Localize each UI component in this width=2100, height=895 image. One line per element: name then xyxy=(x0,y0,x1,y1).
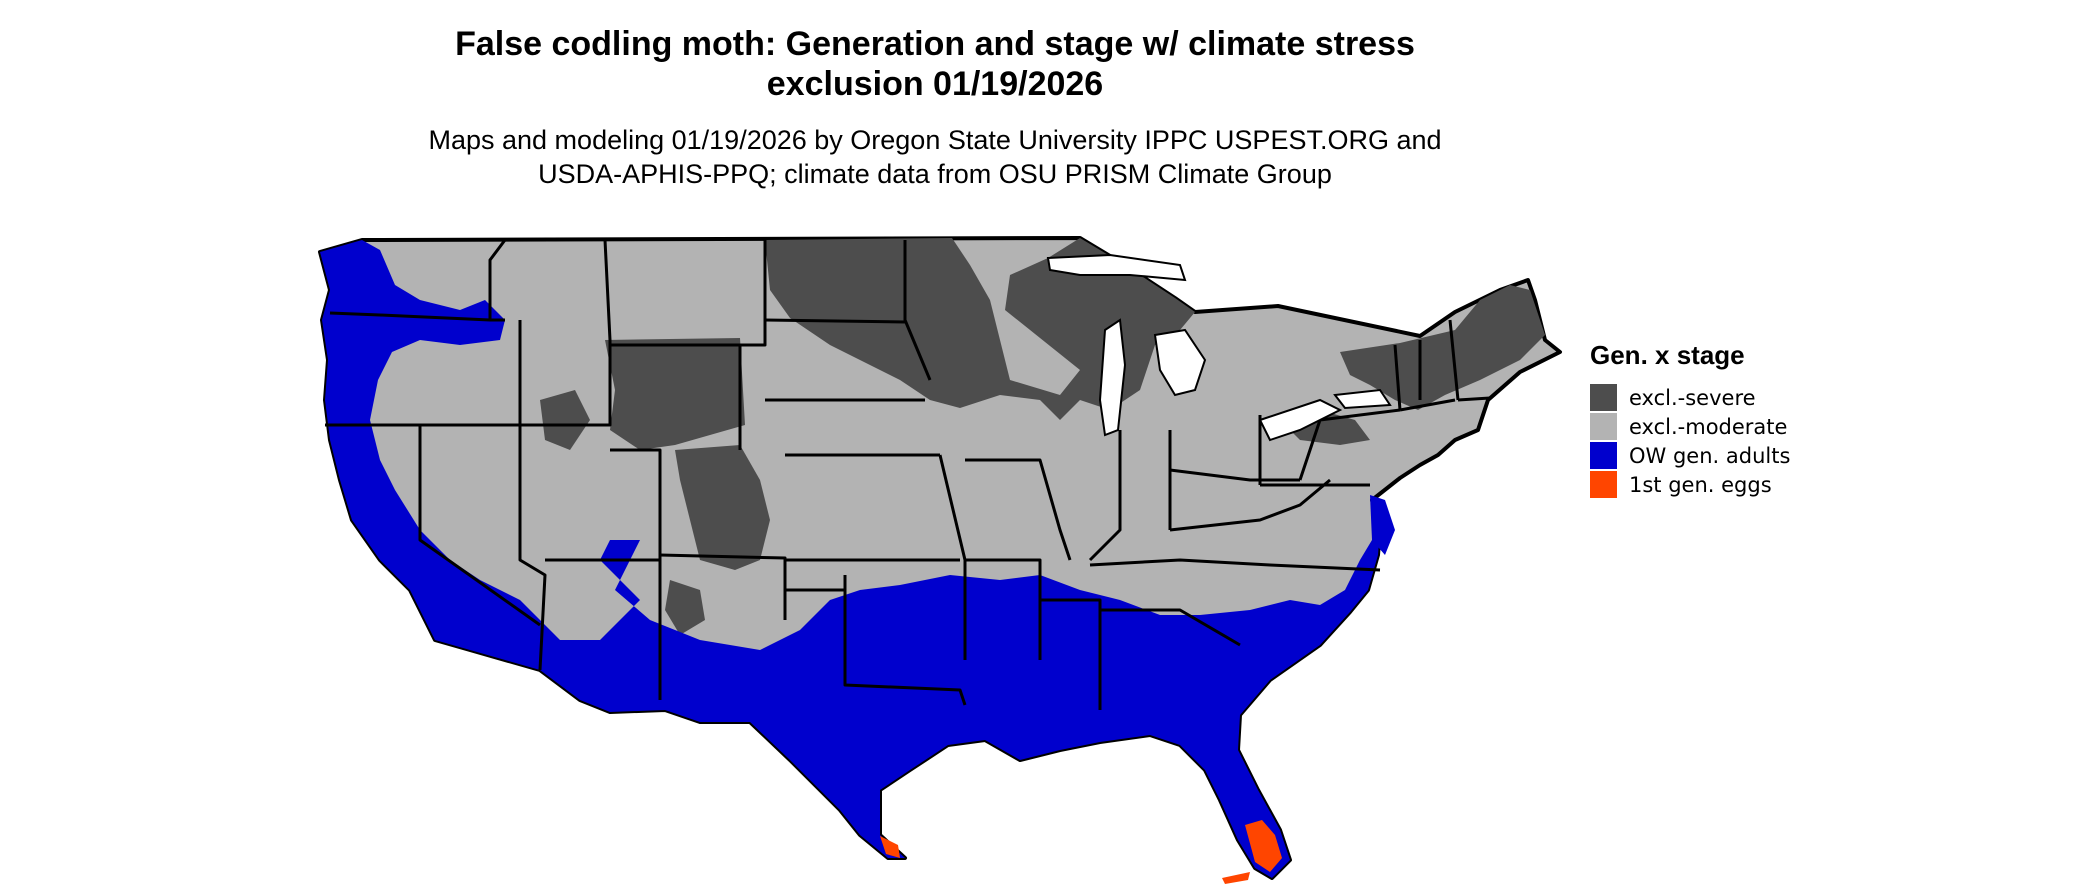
legend-item-ow-gen-adults: OW gen. adults xyxy=(1590,441,1790,470)
legend: Gen. x stage excl.-severe excl.-moderate… xyxy=(1590,340,1790,499)
ow-gen-adults-regions xyxy=(320,240,1395,878)
us-map xyxy=(318,236,1562,884)
legend-swatch xyxy=(1590,471,1617,498)
map-title: False codling moth: Generation and stage… xyxy=(0,24,1870,104)
map-title-line-2: exclusion 01/19/2026 xyxy=(766,65,1104,103)
legend-title: Gen. x stage xyxy=(1590,340,1745,370)
legend-item-excl-moderate: excl.-moderate xyxy=(1590,412,1790,441)
great-lakes xyxy=(1046,253,1392,442)
map-title-line-1: False codling moth: Generation and stage… xyxy=(455,25,1415,63)
map-subtitle: Maps and modeling 01/19/2026 by Oregon S… xyxy=(0,123,1870,191)
legend-swatch xyxy=(1590,384,1617,411)
legend-label: OW gen. adults xyxy=(1629,443,1791,468)
map-subtitle-line-1: Maps and modeling 01/19/2026 by Oregon S… xyxy=(428,125,1442,155)
excl-severe-regions xyxy=(540,238,1545,635)
map-subtitle-line-2: USDA-APHIS-PPQ; climate data from OSU PR… xyxy=(538,159,1332,189)
state-boundaries xyxy=(325,239,1491,710)
legend-label: excl.-severe xyxy=(1629,385,1756,410)
legend-item-excl-severe: excl.-severe xyxy=(1590,383,1790,412)
first-gen-eggs-regions xyxy=(880,820,1282,884)
legend-swatch xyxy=(1590,442,1617,469)
legend-label: excl.-moderate xyxy=(1629,414,1788,439)
legend-label: 1st gen. eggs xyxy=(1629,472,1772,497)
legend-item-first-gen-eggs: 1st gen. eggs xyxy=(1590,470,1790,499)
legend-swatch xyxy=(1590,413,1617,440)
